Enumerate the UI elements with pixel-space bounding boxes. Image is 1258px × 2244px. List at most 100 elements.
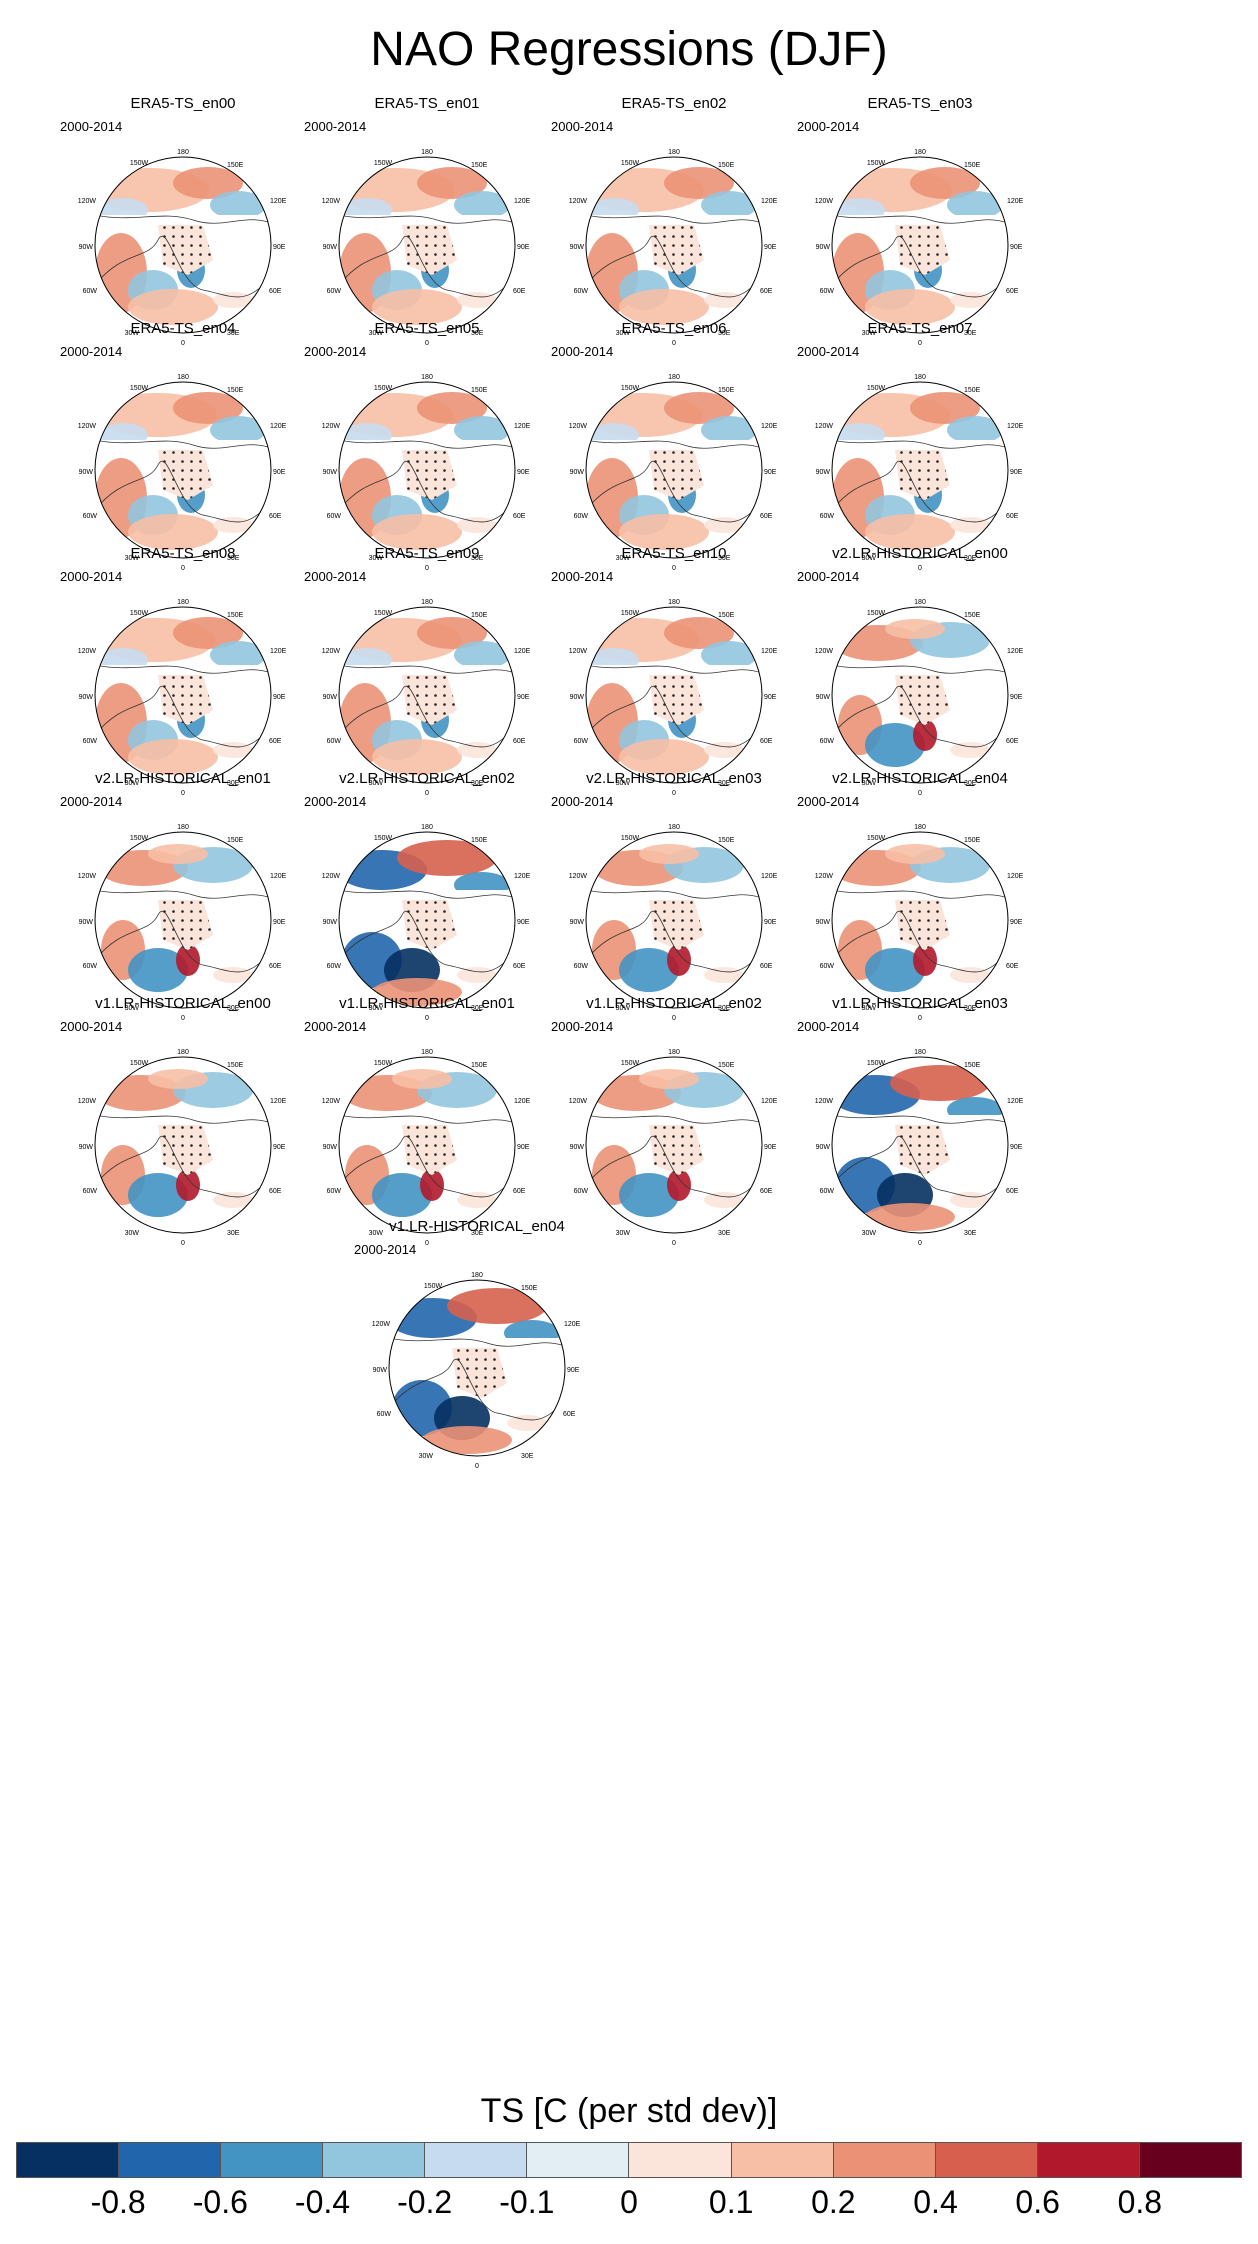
lon-label-180: 180 (177, 599, 189, 606)
lon-label-30w: 30W (369, 330, 384, 337)
colorbar-box (425, 2143, 528, 2177)
lon-label-90e: 90E (764, 919, 777, 926)
lon-label-150e: 150E (227, 1062, 244, 1069)
lon-label-150w: 150W (424, 1283, 443, 1290)
map-panel: v2.LR-HISTORICAL_en03 2000-2014 180 150W 150… (543, 770, 805, 1070)
lon-label-120w: 120W (815, 873, 834, 880)
lon-label-90w: 90W (323, 469, 338, 476)
significance-stipple (158, 1125, 213, 1175)
colorbar-box (731, 2143, 834, 2177)
coastline-south (586, 686, 755, 748)
lon-label-150e: 150E (471, 1062, 488, 1069)
panel-period: 2000-2014 (304, 794, 367, 809)
lon-label-30e: 30E (718, 1005, 731, 1012)
panel-title: ERA5-TS_en01 (374, 95, 480, 112)
lon-label-90e: 90E (517, 469, 530, 476)
lon-label-30w: 30W (616, 555, 631, 562)
lon-label-180: 180 (914, 374, 926, 381)
map-boundary (94, 831, 272, 1009)
panel-title: v1.LR-HISTORICAL_en02 (586, 995, 762, 1012)
lon-label-90e: 90E (567, 1367, 580, 1374)
significance-stipple (649, 1125, 704, 1175)
ts-field (339, 840, 515, 1006)
pacific-warm-north (148, 1069, 208, 1089)
lon-label-60e: 60E (760, 1188, 773, 1195)
coastline-north (95, 214, 271, 224)
pacific-warm-core (664, 392, 734, 424)
lon-label-30w: 30W (369, 1230, 384, 1237)
atlantic-warm-south (372, 514, 462, 550)
lon-label-180: 180 (471, 1272, 483, 1279)
eurasia-coastal-anomaly (704, 1192, 744, 1208)
coastline-north (832, 214, 1008, 224)
lon-label-30w: 30W (419, 1453, 434, 1460)
map-panel: ERA5-TS_en03 2000-2014 180 150W 150E 120W 120E… (789, 95, 1051, 395)
lon-label-90w: 90W (79, 1144, 94, 1151)
lon-label-150e: 150E (718, 1062, 735, 1069)
lon-label-60e: 60E (760, 513, 773, 520)
map-boundary (585, 831, 763, 1009)
pacific-warm-north (639, 1069, 699, 1089)
lon-label-180: 180 (668, 149, 680, 156)
lon-label-150e: 150E (471, 162, 488, 169)
polar-map: 180 150W 150E 120W 120E 90W 90E 60W 60E 30W 30E 0 (322, 599, 531, 797)
lon-label-90e: 90E (764, 244, 777, 251)
colorbar-tick-label: -0.8 (90, 2184, 146, 2220)
lon-label-30w: 30W (125, 1230, 140, 1237)
lon-label-30w: 30W (862, 1230, 877, 1237)
lon-label-150w: 150W (867, 610, 886, 617)
lon-label-150e: 150E (964, 1062, 981, 1069)
atlantic-cool-anomaly (128, 1173, 188, 1217)
lon-label-0: 0 (425, 340, 429, 347)
lon-label-30w: 30W (125, 1005, 140, 1012)
panel-period: 2000-2014 (60, 569, 123, 584)
lon-label-60w: 60W (83, 738, 98, 745)
lon-label-120w: 120W (78, 198, 97, 205)
map-boundary (831, 156, 1009, 334)
lon-label-0: 0 (918, 1240, 922, 1247)
lon-label-30e: 30E (471, 1230, 484, 1237)
significance-stipple (402, 450, 457, 500)
lon-label-30e: 30E (964, 330, 977, 337)
significance-stipple (402, 225, 457, 275)
colorbar-box (323, 2143, 426, 2177)
colorbar-box (1037, 2143, 1140, 2177)
lon-label-30e: 30E (964, 780, 977, 787)
ts-field (832, 844, 1008, 992)
lon-label-30w: 30W (125, 780, 140, 787)
atlantic-warm-south (128, 514, 218, 550)
lon-label-150w: 150W (130, 835, 149, 842)
lon-label-90e: 90E (273, 244, 286, 251)
atlantic-warm-south (128, 289, 218, 325)
eurasia-coastal-anomaly (457, 517, 497, 533)
colorbar-box (527, 2143, 630, 2177)
lon-label-150w: 150W (374, 385, 393, 392)
lon-label-180: 180 (421, 374, 433, 381)
eurasia-coastal-anomaly (213, 517, 253, 533)
panel-period: 2000-2014 (797, 344, 860, 359)
lon-label-150e: 150E (227, 387, 244, 394)
lon-label-120w: 120W (569, 648, 588, 655)
coastline-south (586, 1136, 755, 1198)
lon-label-30w: 30W (125, 555, 140, 562)
eurasia-coastal-anomaly (457, 742, 497, 758)
pacific-warm-core (910, 167, 980, 199)
coastline-north (832, 439, 1008, 449)
lon-label-30e: 30E (471, 555, 484, 562)
lon-label-150w: 150W (130, 610, 149, 617)
coastline-south (832, 1136, 1001, 1198)
lon-label-0: 0 (425, 1015, 429, 1022)
pacific-warm-core (173, 617, 243, 649)
lon-label-30e: 30E (471, 330, 484, 337)
coastline-south (339, 686, 508, 748)
lon-label-0: 0 (181, 565, 185, 572)
eurasia-coastal-anomaly (457, 292, 497, 308)
lon-label-90e: 90E (273, 919, 286, 926)
lon-label-150e: 150E (718, 837, 735, 844)
pacific-warm-core (417, 392, 487, 424)
eurasia-coastal-anomaly (213, 742, 253, 758)
lon-label-90w: 90W (570, 694, 585, 701)
lon-label-150w: 150W (130, 160, 149, 167)
lon-label-60w: 60W (574, 513, 589, 520)
lon-label-180: 180 (668, 599, 680, 606)
